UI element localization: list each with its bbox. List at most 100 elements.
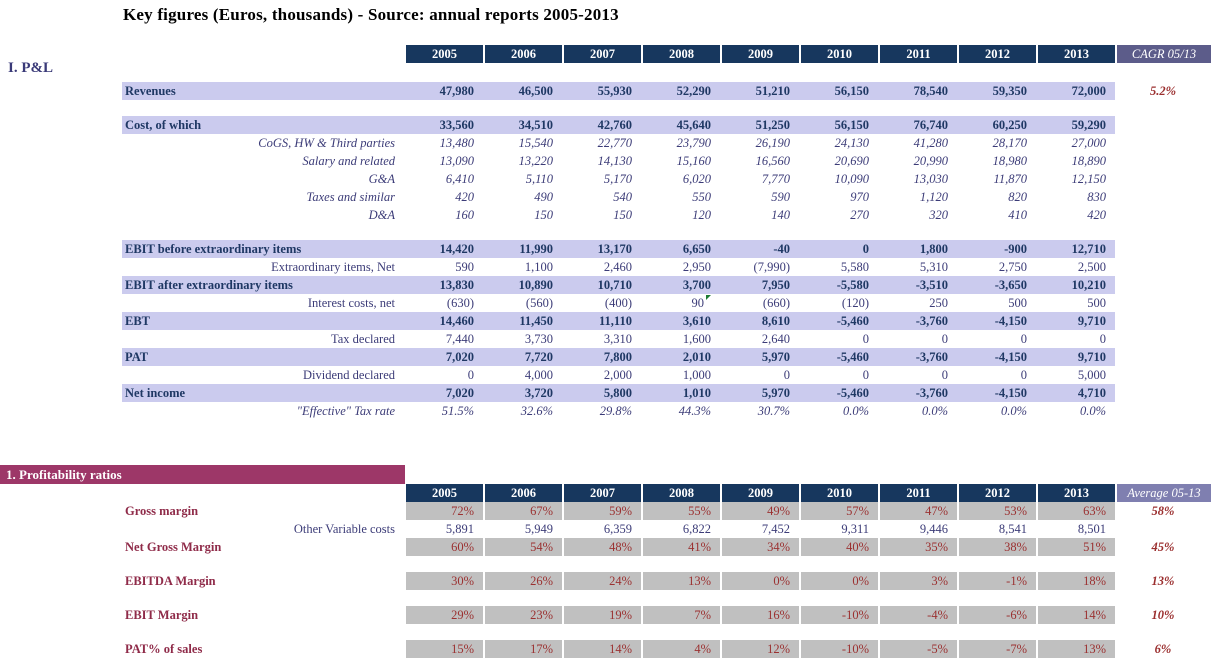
pnl-cell-salary-and-related-2009[interactable]: 16,560 — [755, 154, 790, 168]
ratio-cell-ebit-margin-2005[interactable]: 29% — [404, 606, 483, 624]
pnl-cell-ebit-before-extraordinary-2007[interactable]: 13,170 — [562, 240, 641, 258]
ratio-cell-other-variable-costs-2009[interactable]: 7,452 — [761, 522, 790, 536]
pnl-label-g-and-a[interactable]: G&A — [368, 172, 395, 186]
pnl-label-ebit-before-extraordinary[interactable]: EBIT before extraordinary items — [122, 240, 404, 258]
ratio-cell-ebit-margin-2008[interactable]: 7% — [641, 606, 720, 624]
pnl-cell-taxes-and-similar-2008[interactable]: 550 — [692, 190, 711, 204]
pnl-cell-cogs-hw-third-parties-2006[interactable]: 15,540 — [518, 136, 553, 150]
pnl-cell-g-and-a-2010[interactable]: 10,090 — [834, 172, 869, 186]
pnl-cell-pat-2012[interactable]: -4,150 — [957, 348, 1036, 366]
pnl-cell-ebit-after-extraordinary-2013[interactable]: 10,210 — [1036, 276, 1115, 294]
pnl-cell-d-and-a-2008[interactable]: 120 — [692, 208, 711, 222]
pnl-cell-dividend-declared-2007[interactable]: 2,000 — [603, 368, 632, 382]
pnl-label-pat[interactable]: PAT — [122, 348, 404, 366]
pnl-year-header-2005[interactable]: 2005 — [404, 45, 483, 63]
pnl-cell-tax-declared-2012[interactable]: 0 — [1020, 332, 1027, 346]
ratio-year-header-2009[interactable]: 2009 — [720, 484, 799, 502]
ratio-cell-net-gross-margin-2008[interactable]: 41% — [641, 538, 720, 556]
pnl-cell-ebit-after-extraordinary-2009[interactable]: 7,950 — [720, 276, 799, 294]
pnl-extra-interest-costs-net[interactable] — [1115, 294, 1211, 312]
pnl-label-cost-of-which[interactable]: Cost, of which — [122, 116, 404, 134]
pnl-cell-tax-declared-2013[interactable]: 0 — [1099, 332, 1106, 346]
ratio-cell-gross-margin-2006[interactable]: 67% — [483, 502, 562, 520]
pnl-cell-g-and-a-2006[interactable]: 5,110 — [525, 172, 553, 186]
pnl-cell-interest-costs-net-2009[interactable]: (660) — [762, 296, 790, 310]
ratio-cell-other-variable-costs-2007[interactable]: 6,359 — [603, 522, 632, 536]
ratio-cell-other-variable-costs-2010[interactable]: 9,311 — [841, 522, 869, 536]
pnl-label-extraordinary-items-net[interactable]: Extraordinary items, Net — [271, 260, 395, 274]
pnl-cell-pat-2013[interactable]: 9,710 — [1036, 348, 1115, 366]
pnl-extra-effective-tax-rate[interactable] — [1115, 402, 1211, 420]
ratio-cell-pat-pct-of-sales-2008[interactable]: 4% — [641, 640, 720, 658]
ratio-cell-ebitda-margin-2005[interactable]: 30% — [404, 572, 483, 590]
pnl-cell-effective-tax-rate-2005[interactable]: 51.5% — [441, 404, 474, 418]
pnl-cell-interest-costs-net-2007[interactable]: (400) — [604, 296, 632, 310]
pnl-cell-revenues-2010[interactable]: 56,150 — [799, 82, 878, 100]
pnl-cell-dividend-declared-2013[interactable]: 5,000 — [1077, 368, 1106, 382]
pnl-cell-salary-and-related-2012[interactable]: 18,980 — [992, 154, 1027, 168]
pnl-cell-g-and-a-2013[interactable]: 12,150 — [1071, 172, 1106, 186]
pnl-cell-ebt-2007[interactable]: 11,110 — [562, 312, 641, 330]
pnl-cell-cost-of-which-2006[interactable]: 34,510 — [483, 116, 562, 134]
ratio-cell-pat-pct-of-sales-2006[interactable]: 17% — [483, 640, 562, 658]
pnl-cell-dividend-declared-2010[interactable]: 0 — [862, 368, 869, 382]
ratio-cell-net-gross-margin-2012[interactable]: 38% — [957, 538, 1036, 556]
pnl-cell-extraordinary-items-net-2012[interactable]: 2,750 — [998, 260, 1027, 274]
pnl-cell-interest-costs-net-2013[interactable]: 500 — [1087, 296, 1106, 310]
pnl-cell-salary-and-related-2006[interactable]: 13,220 — [518, 154, 553, 168]
pnl-cell-cogs-hw-third-parties-2010[interactable]: 24,130 — [834, 136, 869, 150]
pnl-cell-dividend-declared-2009[interactable]: 0 — [783, 368, 790, 382]
pnl-year-header-2013[interactable]: 2013 — [1036, 45, 1115, 63]
pnl-cell-ebit-before-extraordinary-2010[interactable]: 0 — [799, 240, 878, 258]
pnl-label-effective-tax-rate[interactable]: "Effective" Tax rate — [296, 404, 395, 418]
ratio-cell-pat-pct-of-sales-2012[interactable]: -7% — [957, 640, 1036, 658]
pnl-cell-dividend-declared-2008[interactable]: 1,000 — [682, 368, 711, 382]
pnl-cell-extraordinary-items-net-2005[interactable]: 590 — [455, 260, 474, 274]
ratio-cell-other-variable-costs-2012[interactable]: 8,541 — [998, 522, 1027, 536]
pnl-extra-ebt[interactable] — [1115, 312, 1211, 330]
ratio-cell-ebitda-margin-2012[interactable]: -1% — [957, 572, 1036, 590]
pnl-cell-cogs-hw-third-parties-2008[interactable]: 23,790 — [676, 136, 711, 150]
ratio-cell-net-gross-margin-2007[interactable]: 48% — [562, 538, 641, 556]
pnl-label-dividend-declared[interactable]: Dividend declared — [303, 368, 395, 382]
pnl-cell-ebt-2005[interactable]: 14,460 — [404, 312, 483, 330]
ratio-cell-net-gross-margin-2006[interactable]: 54% — [483, 538, 562, 556]
ratio-extra-net-gross-margin[interactable]: 45% — [1151, 540, 1175, 554]
ratio-cell-pat-pct-of-sales-2005[interactable]: 15% — [404, 640, 483, 658]
pnl-cell-revenues-2006[interactable]: 46,500 — [483, 82, 562, 100]
ratio-cell-gross-margin-2005[interactable]: 72% — [404, 502, 483, 520]
pnl-cell-extraordinary-items-net-2006[interactable]: 1,100 — [524, 260, 553, 274]
pnl-cell-ebit-before-extraordinary-2009[interactable]: -40 — [720, 240, 799, 258]
pnl-cell-d-and-a-2009[interactable]: 140 — [771, 208, 790, 222]
pnl-cell-net-income-2005[interactable]: 7,020 — [404, 384, 483, 402]
pnl-cell-net-income-2011[interactable]: -3,760 — [878, 384, 957, 402]
ratio-label-pat-pct-of-sales[interactable]: PAT% of sales — [125, 642, 203, 656]
ratio-cell-other-variable-costs-2013[interactable]: 8,501 — [1077, 522, 1106, 536]
pnl-extra-net-income[interactable] — [1115, 384, 1211, 402]
ratio-label-net-gross-margin[interactable]: Net Gross Margin — [125, 540, 222, 554]
pnl-year-header-2012[interactable]: 2012 — [957, 45, 1036, 63]
pnl-cell-taxes-and-similar-2013[interactable]: 830 — [1087, 190, 1106, 204]
pnl-cell-interest-costs-net-2008[interactable]: 90 — [641, 294, 720, 312]
pnl-cell-cost-of-which-2010[interactable]: 56,150 — [799, 116, 878, 134]
ratio-year-header-2006[interactable]: 2006 — [483, 484, 562, 502]
pnl-cell-interest-costs-net-2012[interactable]: 500 — [1008, 296, 1027, 310]
pnl-cell-effective-tax-rate-2006[interactable]: 32.6% — [520, 404, 553, 418]
pnl-cell-d-and-a-2007[interactable]: 150 — [613, 208, 632, 222]
ratio-cell-ebit-margin-2013[interactable]: 14% — [1036, 606, 1115, 624]
pnl-cell-pat-2006[interactable]: 7,720 — [483, 348, 562, 366]
ratio-year-header-2010[interactable]: 2010 — [799, 484, 878, 502]
ratio-cell-net-gross-margin-2010[interactable]: 40% — [799, 538, 878, 556]
pnl-cell-d-and-a-2006[interactable]: 150 — [534, 208, 553, 222]
pnl-cell-ebit-before-extraordinary-2005[interactable]: 14,420 — [404, 240, 483, 258]
pnl-cell-g-and-a-2009[interactable]: 7,770 — [761, 172, 790, 186]
pnl-label-taxes-and-similar[interactable]: Taxes and similar — [306, 190, 395, 204]
pnl-cell-effective-tax-rate-2010[interactable]: 0.0% — [842, 404, 869, 418]
pnl-cell-ebt-2009[interactable]: 8,610 — [720, 312, 799, 330]
pnl-cell-extraordinary-items-net-2013[interactable]: 2,500 — [1077, 260, 1106, 274]
pnl-cell-cogs-hw-third-parties-2011[interactable]: 41,280 — [913, 136, 948, 150]
pnl-cell-ebit-after-extraordinary-2006[interactable]: 10,890 — [483, 276, 562, 294]
ratio-year-header-2012[interactable]: 2012 — [957, 484, 1036, 502]
pnl-cell-salary-and-related-2011[interactable]: 20,990 — [913, 154, 948, 168]
ratio-label-gross-margin[interactable]: Gross margin — [125, 504, 199, 518]
